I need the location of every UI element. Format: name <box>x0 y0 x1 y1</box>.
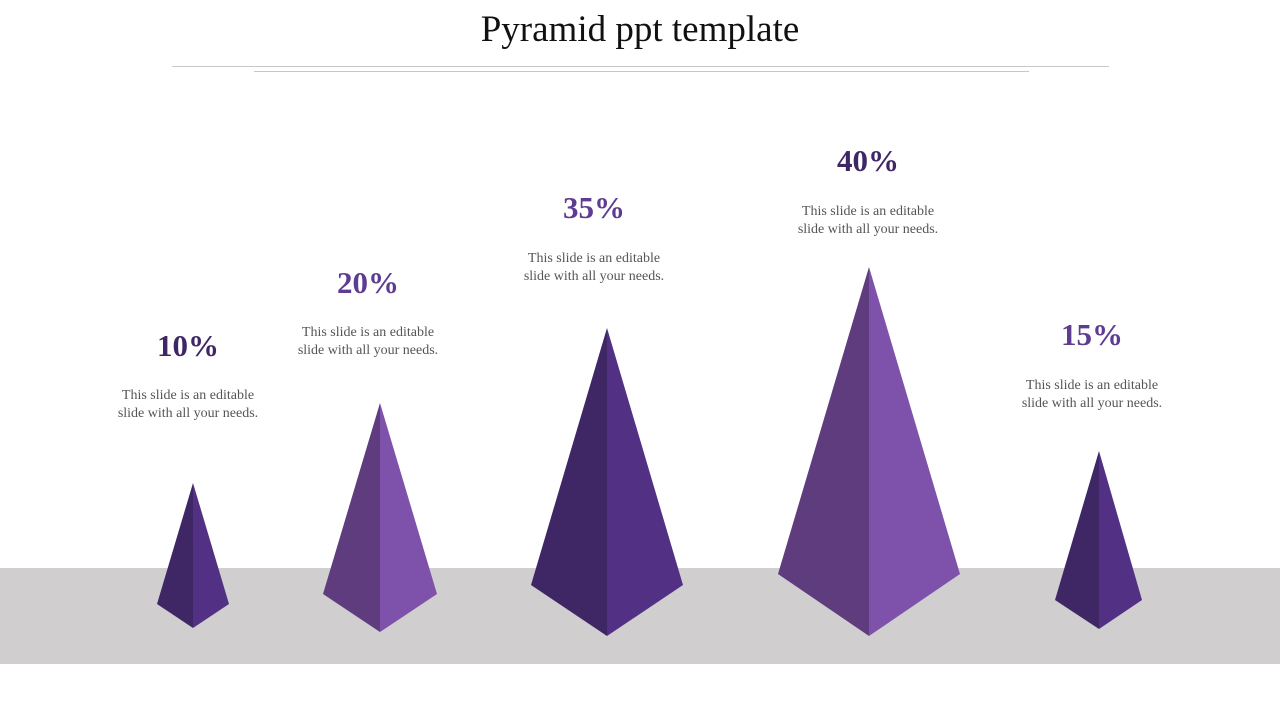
pyramid-1-left-face <box>157 483 193 628</box>
pyramid-1-right-face <box>193 483 229 628</box>
pyramid-2-percent: 20% <box>337 265 399 300</box>
pyramid-2-right-face <box>380 403 437 632</box>
pyramid-4 <box>778 267 960 636</box>
pyramid-3-left-face <box>531 328 607 636</box>
pyramid-1-description: This slide is an editable slide with all… <box>117 388 259 421</box>
pyramid-5-left-face <box>1055 451 1099 629</box>
title-divider-bottom <box>254 71 1029 72</box>
pyramid-3-percent: 35% <box>563 190 625 225</box>
pyramid-1 <box>157 483 229 628</box>
pyramid-3-right-face <box>607 328 683 636</box>
pyramid-5-description: This slide is an editable slide with all… <box>1021 378 1163 411</box>
pyramid-4-description: This slide is an editable slide with all… <box>797 204 939 237</box>
pyramid-4-right-face <box>869 267 960 636</box>
pyramid-2 <box>323 403 437 632</box>
pyramid-2-description: This slide is an editable slide with all… <box>297 325 439 358</box>
pyramid-4-percent: 40% <box>837 143 899 178</box>
pyramid-2-left-face <box>323 403 380 632</box>
pyramid-3-description: This slide is an editable slide with all… <box>523 251 665 284</box>
pyramid-5 <box>1055 451 1142 629</box>
pyramid-5-percent: 15% <box>1061 317 1123 352</box>
pyramid-3 <box>531 328 683 636</box>
slide-title: Pyramid ppt template <box>480 9 800 50</box>
pyramid-5-right-face <box>1099 451 1142 629</box>
pyramid-1-percent: 10% <box>157 328 219 363</box>
title-divider-top <box>172 66 1109 67</box>
pyramid-4-left-face <box>778 267 869 636</box>
